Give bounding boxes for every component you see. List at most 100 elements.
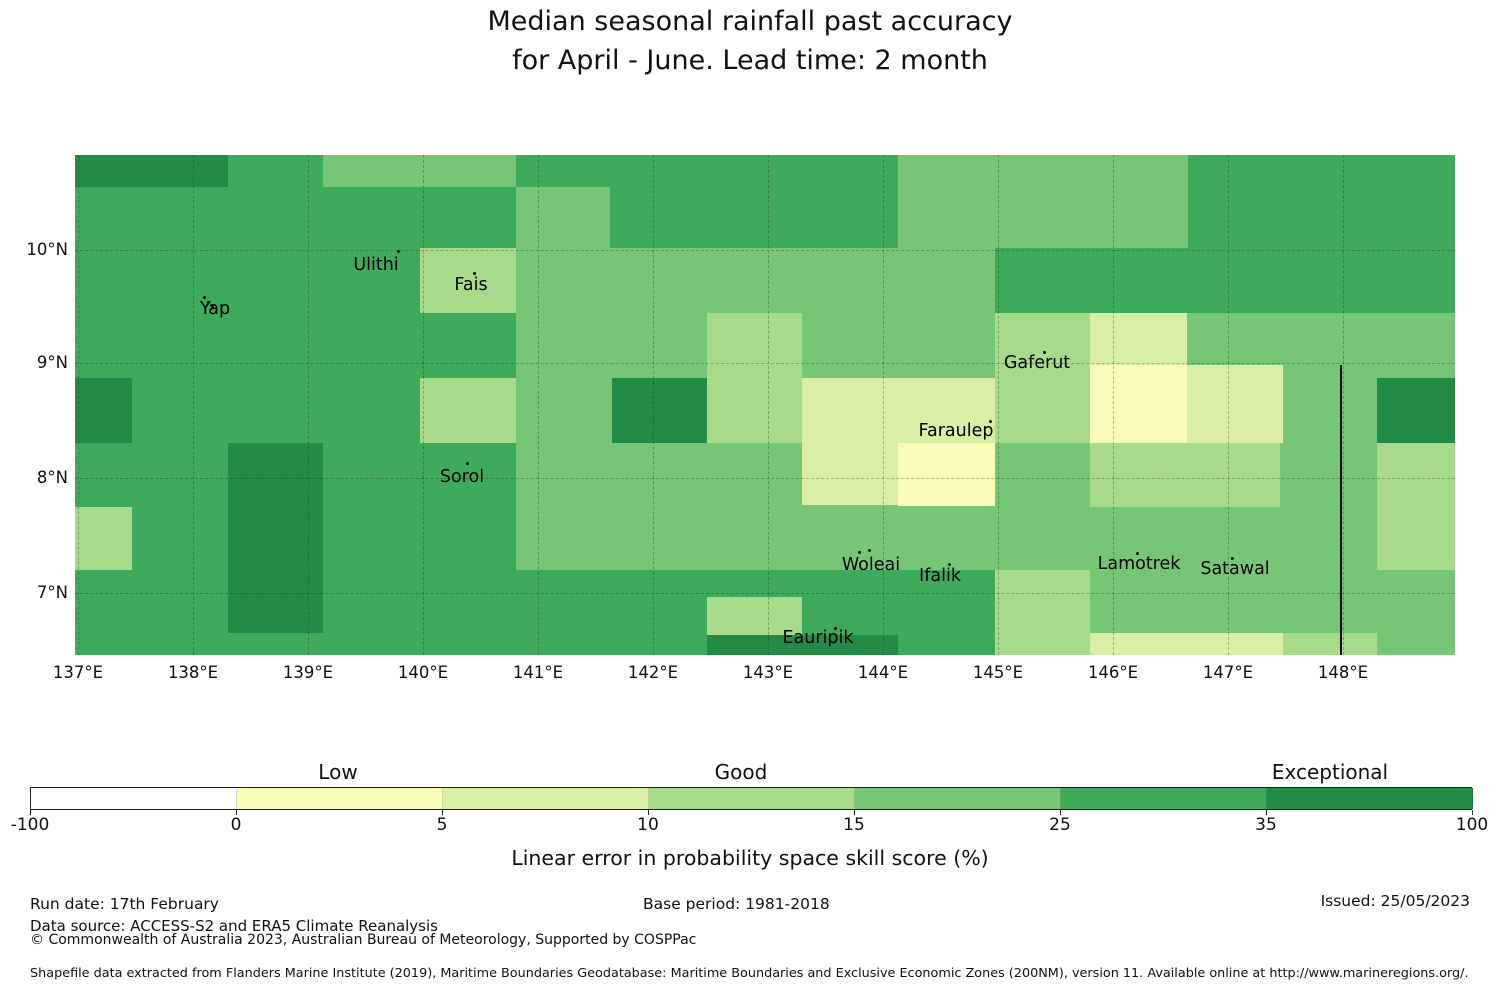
island-marker-dot [1136,552,1139,555]
gridline-vertical [193,155,194,655]
gridline-vertical [1343,155,1344,655]
map-cell-b4 [516,187,610,248]
x-tick-label: 140°E [397,663,449,682]
colorbar-caption-exceptional: Exceptional [1271,760,1389,784]
map-cell-b3 [1377,443,1455,570]
map-cell-b3 [995,570,1090,655]
data-source-text: Data source: ACCESS-S2 and ERA5 Climate … [30,917,438,935]
issued-text: Issued: 25/05/2023 [1320,892,1470,910]
x-tick-label: 141°E [512,663,564,682]
colorbar-segment-b2 [443,788,649,809]
island-marker-dot [834,627,837,630]
colorbar-tick [1472,810,1473,815]
island-label-fais: Fais [454,275,488,295]
map-cell-b3 [420,248,516,313]
island-marker-dot [211,305,214,308]
copyright-text: © Commonwealth of Australia 2023, Austra… [30,932,697,948]
island-marker-dot [948,563,951,566]
colorbar-tick-label: 25 [1049,815,1071,835]
x-tick-label: 147°E [1202,663,1254,682]
colorbar-segment-b6 [1267,788,1473,809]
map-cell-b3 [1090,443,1280,507]
colorbar-tick-label: 35 [1255,815,1277,835]
island-marker-dot [858,551,861,554]
map-cell-b3 [707,597,802,635]
colorbar-tick [1060,810,1061,815]
island-marker-dot [1043,351,1046,354]
colorbar-tick-label: 5 [436,815,448,835]
map-cell-b6 [228,443,323,633]
island-label-satawal: Satawal [1200,559,1270,579]
island-label-eauripik: Eauripik [782,628,854,648]
map-cell-b6 [612,378,707,443]
map-cell-b2 [1090,313,1187,365]
x-tick-label: 146°E [1087,663,1139,682]
x-tick-label: 145°E [972,663,1024,682]
gridline-vertical [538,155,539,655]
gridline-vertical [883,155,884,655]
map-cell-b4 [995,443,1090,570]
colorbar-tick-label: 0 [230,815,242,835]
colorbar-axis-label: Linear error in probability space skill … [511,846,989,870]
gridline-vertical [653,155,654,655]
island-marker-dot [989,420,992,423]
island-label-woleai: Woleai [841,555,901,575]
colorbar-segment-w [31,788,237,809]
island-label-gaferut: Gaferut [1003,353,1071,373]
island-label-yap: Yap [199,299,231,319]
map-cell-b2 [1090,633,1283,655]
map-cell-b2 [1187,365,1283,443]
x-tick-label: 144°E [857,663,909,682]
map-cell-b6 [75,155,228,187]
colorbar-segment-b4 [855,788,1061,809]
map-cell-b3 [75,507,132,570]
y-tick-label: 7°N [36,583,68,602]
colorbar-tick-label: -100 [10,815,50,835]
colorbar-tick [1266,810,1267,815]
colorbar-tick-label: 10 [637,815,659,835]
map-cell-b3 [707,313,802,443]
island-marker-dot [203,296,206,299]
colorbar-segment-b5 [1061,788,1267,809]
x-tick-label: 137°E [52,663,104,682]
gridline-horizontal [75,250,1455,251]
island-marker-dot [473,272,476,275]
island-label-ifalik: Ifalik [919,566,961,586]
island-marker-dot [397,250,400,253]
y-tick-label: 8°N [36,468,68,487]
colorbar-tick [442,810,443,815]
colorbar-tick [30,810,31,815]
x-tick-label: 138°E [167,663,219,682]
island-label-faraulep: Faraulep [918,421,994,441]
island-marker-dot [466,462,469,465]
title-line-1: Median seasonal rainfall past accuracy [487,6,1013,37]
colorbar [30,787,1473,810]
map-cell-b3 [1283,633,1377,655]
map-cell-b4 [898,155,1188,248]
gridline-vertical [78,155,79,655]
eez-boundary-line [1340,365,1342,655]
gridline-vertical [423,155,424,655]
colorbar-tick [236,810,237,815]
colorbar-segment-b1 [237,788,443,809]
map-cell-b6 [1377,378,1455,443]
y-tick-label: 10°N [26,240,68,259]
colorbar-tick-label: 100 [1455,815,1489,835]
map-cell-b4 [323,155,516,187]
island-label-sorol: Sorol [439,467,485,487]
map-cell-b1 [1090,365,1187,443]
island-marker-dot [207,301,210,304]
gridline-vertical [1228,155,1229,655]
gridline-horizontal [75,363,1455,364]
map-canvas: Yap Ulithi Fais Sorol Gaferut Faraulep Woleai I… [75,155,1455,655]
island-label-ulithi: Ulithi [353,255,399,275]
x-tick-label: 142°E [627,663,679,682]
gridline-horizontal [75,593,1455,594]
island-marker-dot [868,549,871,552]
colorbar-caption-low: Low [318,760,358,784]
gridline-vertical [308,155,309,655]
island-marker-dot [1231,557,1234,560]
colorbar-tick [648,810,649,815]
gridline-vertical [1113,155,1114,655]
